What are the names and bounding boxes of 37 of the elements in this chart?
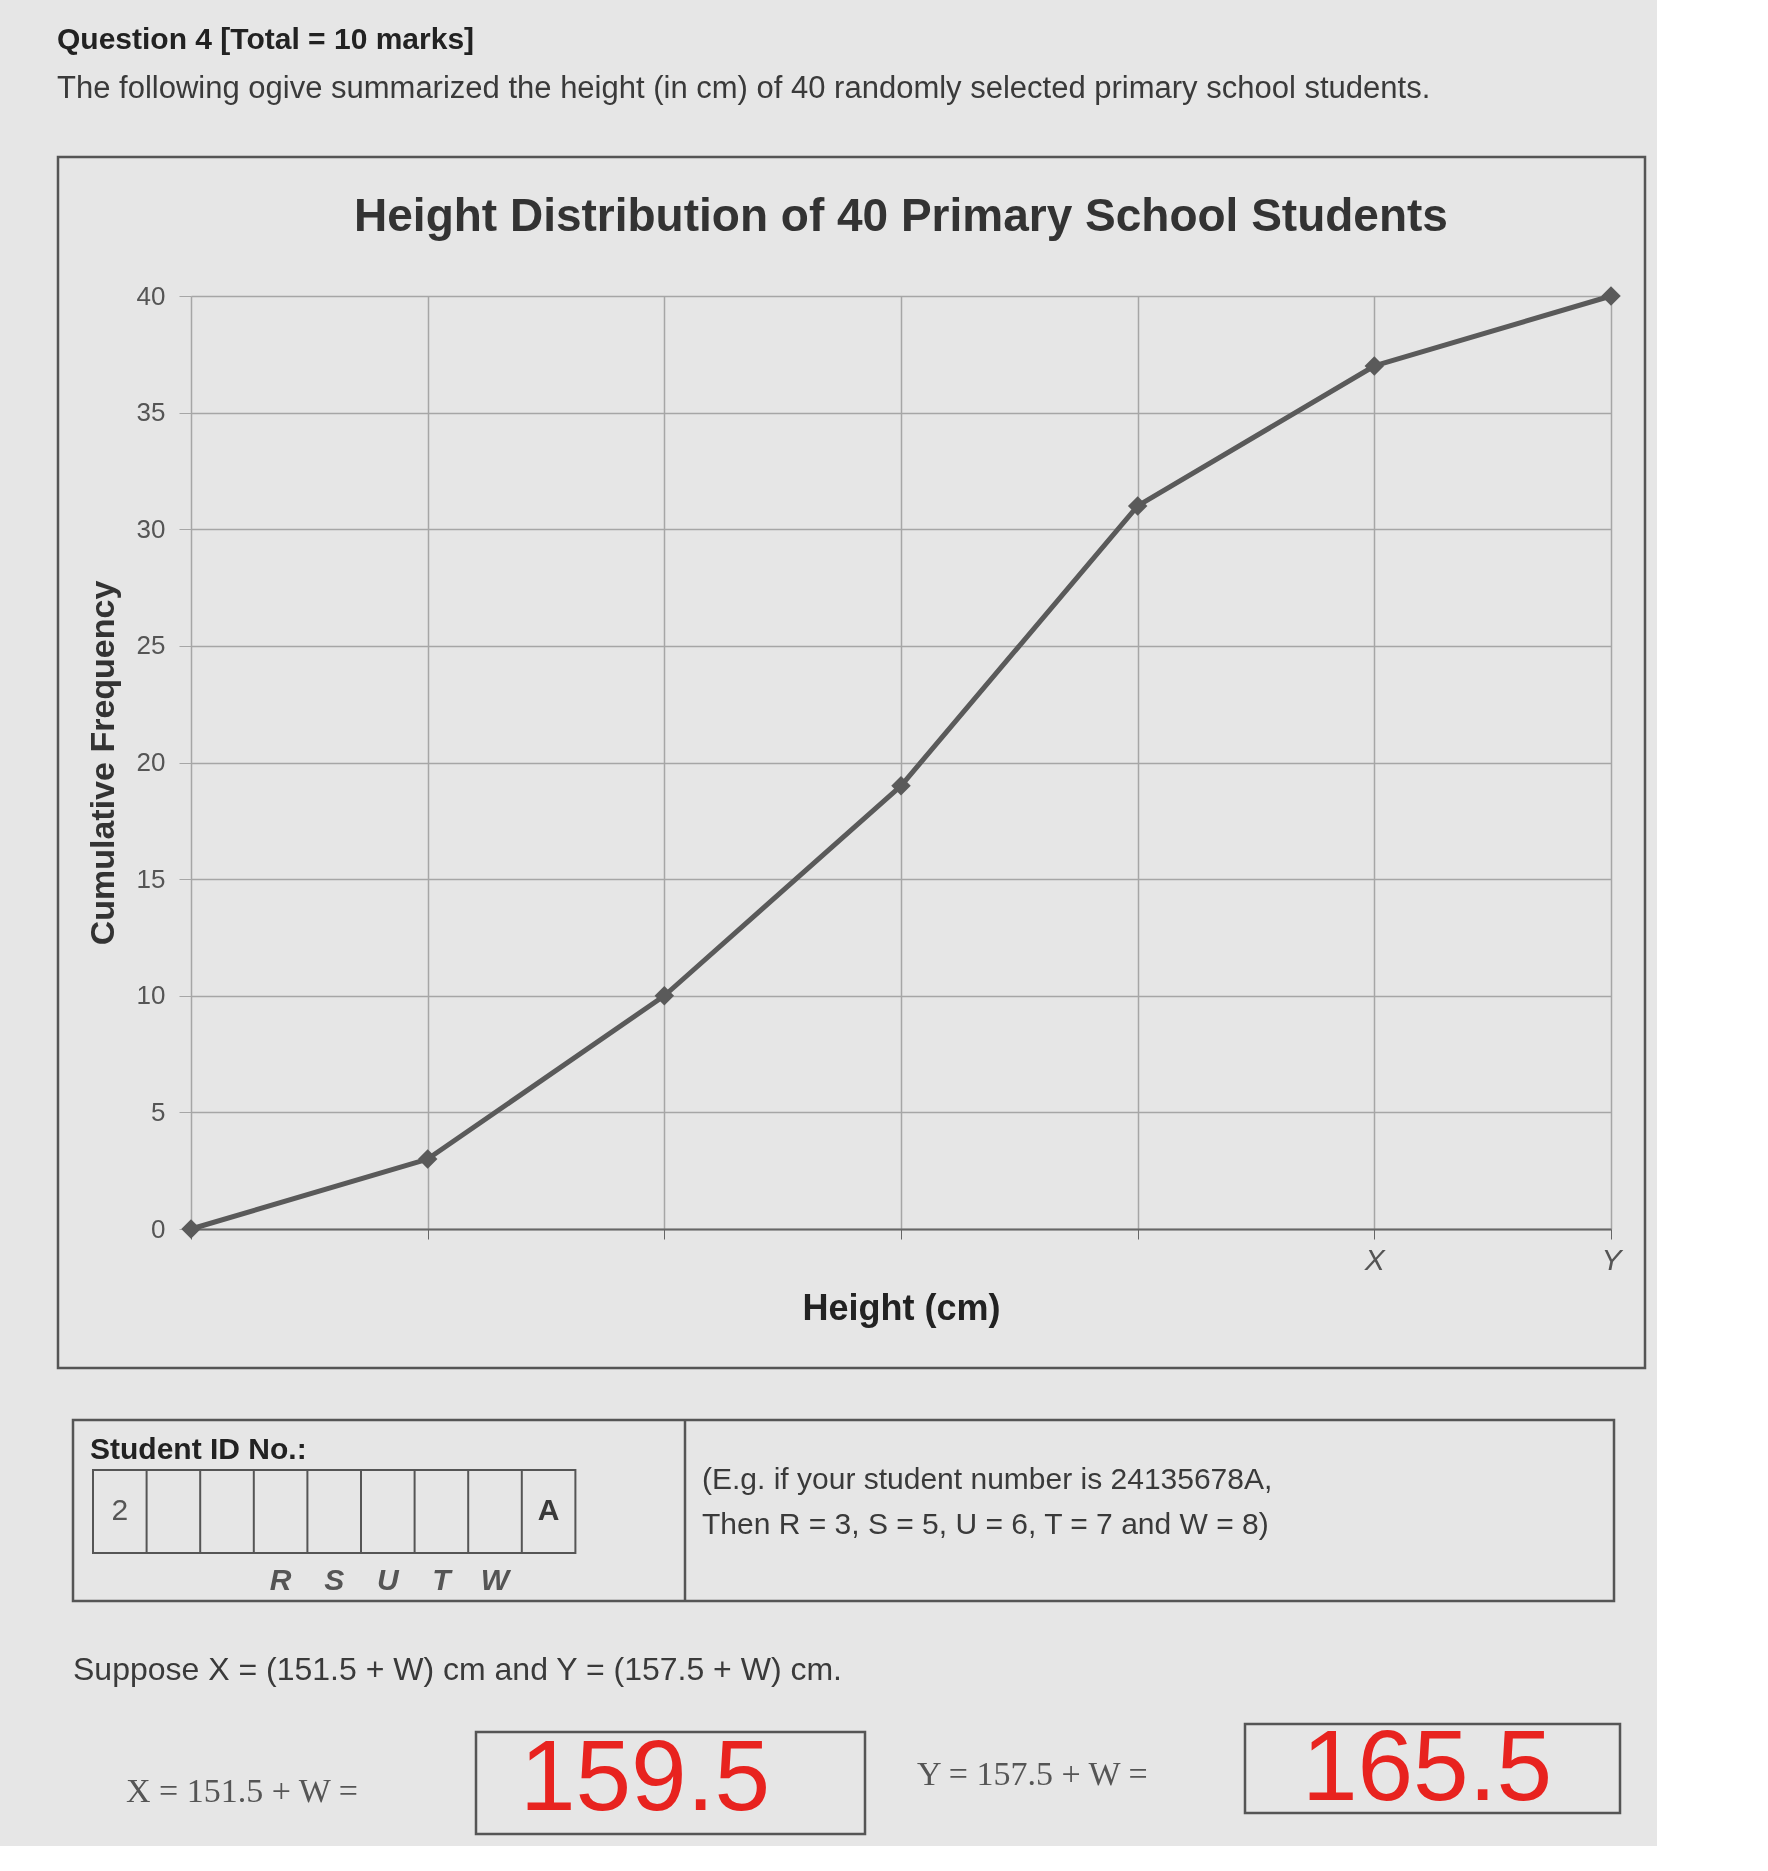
point [891,776,911,796]
point [1127,496,1148,516]
text: The following ogive summarized the height (in cm) of 40 randomly selected primary school students. [57,70,1431,105]
chart-title: Height Distribution of 40 Primary School Students [354,189,1448,241]
x-axis-title: Height (cm) [802,1286,1001,1328]
point [654,986,675,1006]
text: Suppose X = (151.5 + W) cm and Y = (157.5 + W) cm. [73,1651,842,1687]
y-tick-label: 20 [136,747,166,777]
y-tick-label: 5 [151,1096,166,1127]
text: A [537,1493,560,1526]
x-tick-label: X [1363,1242,1386,1276]
point [1364,356,1385,376]
text: 2 [111,1493,129,1526]
text: S [324,1563,345,1596]
text: Y = 157.5 + W = [917,1755,1148,1792]
y-tick-label: 40 [136,280,166,311]
x-tick-label: Y [1601,1242,1624,1276]
y-tick-label: 25 [136,630,166,661]
text: Question 4 [Total = 10 marks] [57,22,475,55]
y-tick-label: 0 [151,1213,166,1244]
y-axis-title: Cumulative Frequency [82,580,121,946]
text: R [269,1563,292,1596]
text: 159.5 [519,1719,771,1831]
y-tick-label: 15 [136,863,166,894]
text: X = 151.5 + W = [126,1772,358,1809]
point [1601,286,1621,306]
point [417,1149,438,1169]
y-tick-label: 10 [136,980,166,1011]
text: Then R = 3, S = 5, U = 6, T = 7 and W = 8) [702,1507,1269,1540]
y-tick-label: 35 [136,397,166,428]
y-tick-label: 30 [136,513,166,544]
text: T [432,1563,454,1596]
text: W [480,1563,512,1596]
text: (E.g. if your student number is 24135678A, [702,1462,1273,1495]
text: U [376,1563,400,1596]
text: 165.5 [1301,1709,1553,1821]
text: Student ID No.: [90,1432,307,1465]
